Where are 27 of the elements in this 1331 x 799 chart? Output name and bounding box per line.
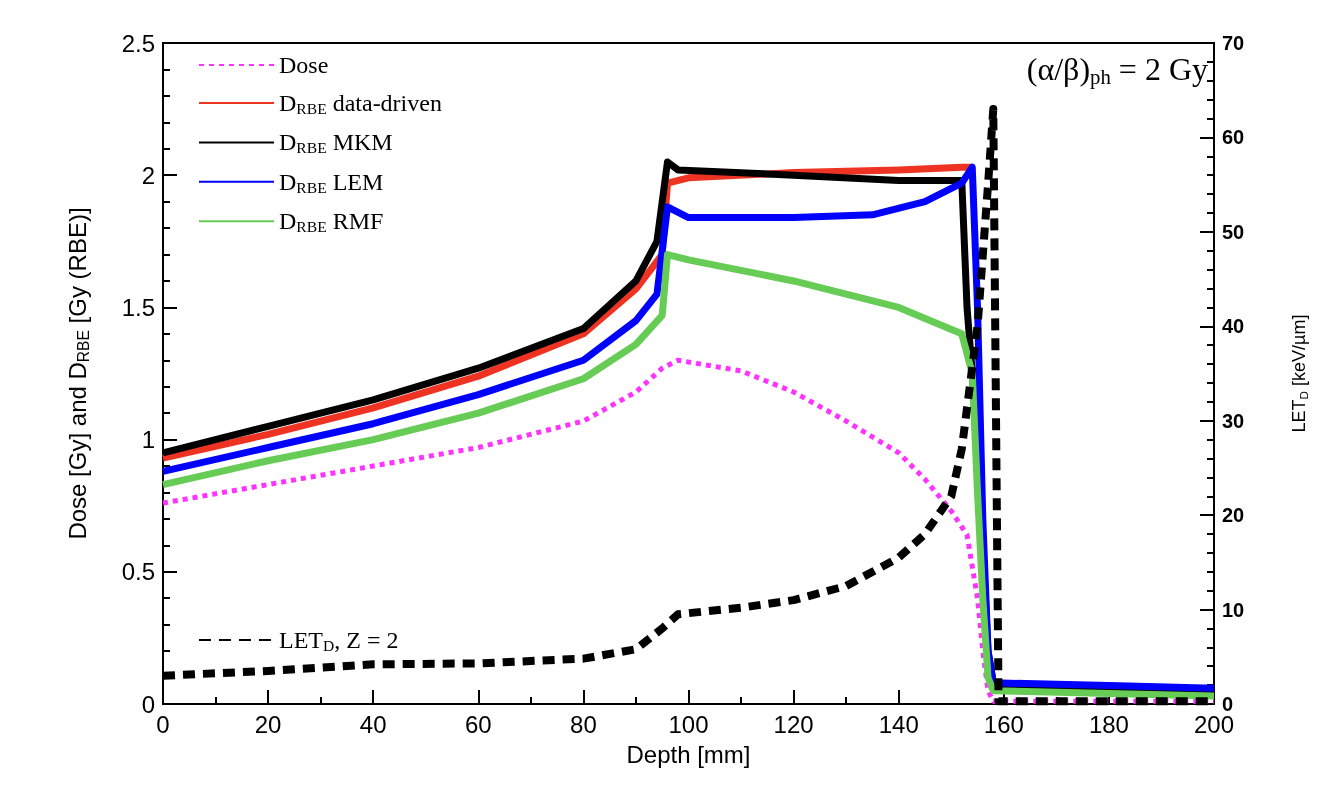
x-axis-title: Depth [mm] [626, 740, 751, 768]
y-tick-label: 0.5 [121, 558, 155, 586]
x-tick-label: 60 [464, 710, 492, 738]
x-tick-label: 140 [878, 710, 919, 738]
y2-axis-title: LETD [keV/µm] [1289, 314, 1310, 433]
y-tick-label: 2.5 [121, 29, 155, 57]
x-tick-label: 80 [570, 710, 597, 738]
annotation: (α/β)ph = 2 Gy [1026, 51, 1208, 89]
y2-tick-label: 50 [1222, 220, 1245, 243]
x-tick-label: 180 [1088, 710, 1129, 738]
y2-tick-label: 10 [1222, 598, 1245, 621]
x-tick-label: 120 [773, 710, 814, 738]
y-tick-label: 1.5 [121, 293, 155, 321]
x-tick-label: 160 [983, 710, 1024, 738]
y-tick-label: 2 [141, 161, 155, 189]
y2-tick-label: 40 [1222, 315, 1245, 338]
y2-tick-label: 30 [1222, 409, 1245, 432]
y2-tick-label: 20 [1222, 504, 1245, 527]
y2-tick-label: 70 [1222, 32, 1245, 54]
y-tick-label: 1 [141, 426, 155, 454]
y2-tick-label: 60 [1222, 126, 1245, 149]
y-tick-label: 0 [141, 690, 155, 718]
y-axis-title: Dose [Gy] and DRBE [Gy (RBE)] [64, 207, 92, 540]
x-tick-label: 100 [668, 710, 709, 738]
x-tick-label: 20 [254, 710, 282, 738]
legend-label: Dose [279, 52, 329, 78]
x-tick-label: 40 [359, 710, 387, 738]
